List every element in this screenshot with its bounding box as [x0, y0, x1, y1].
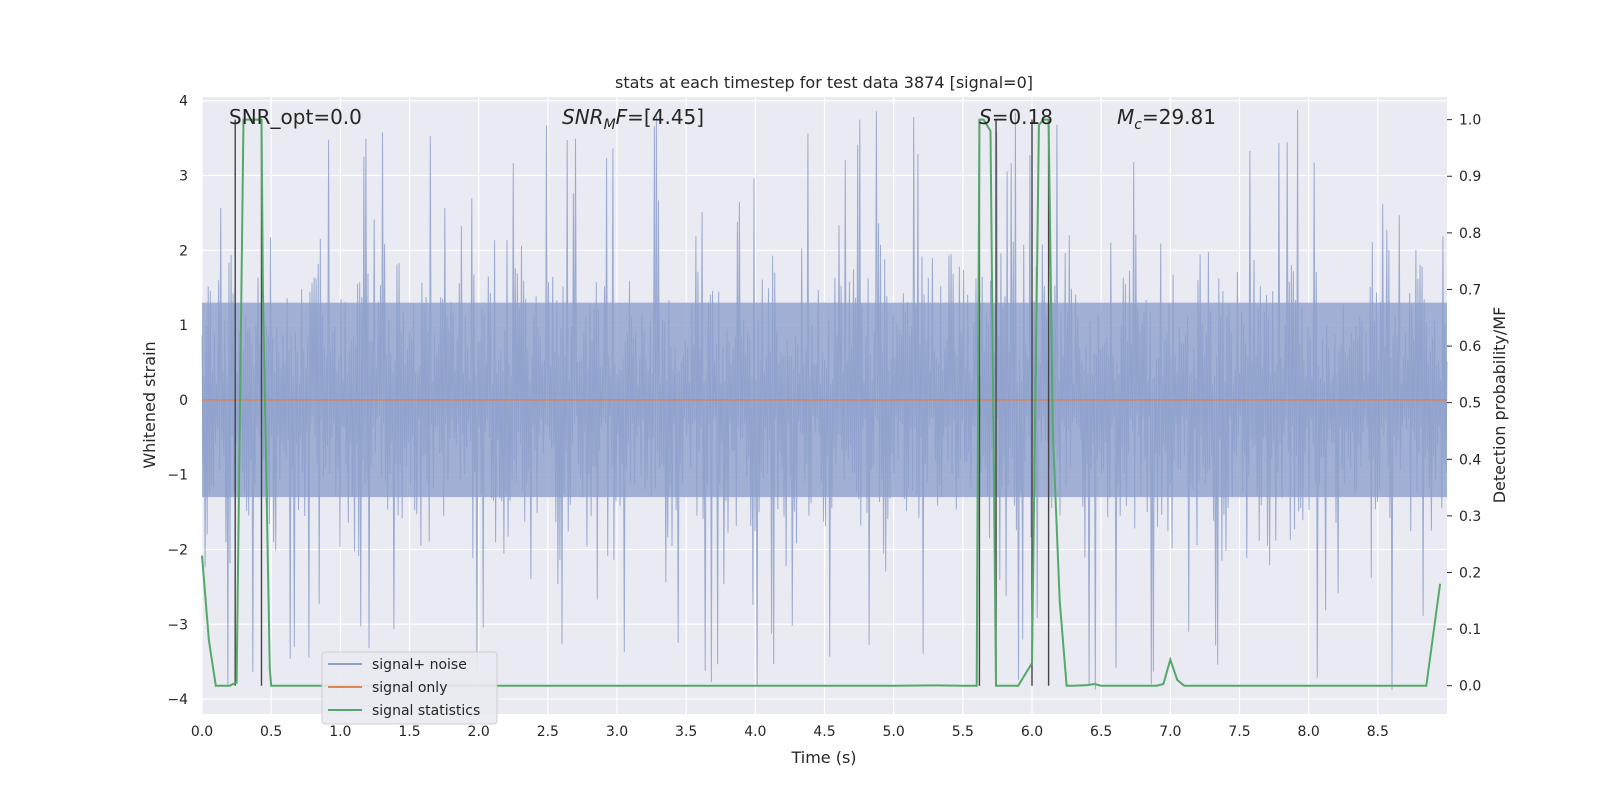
y2-tick-labels: 0.0 0.1 0.2 0.3 0.4 0.5 0.6 0.7 0.8 0.9 1.0: [1447, 113, 1481, 695]
y-tick-label: −4: [167, 692, 188, 708]
legend-label-signal-statistics: signal statistics: [372, 703, 480, 719]
signal-statistics-series: [201, 118, 1442, 687]
y-tick-label: −2: [167, 542, 188, 558]
chart-title: stats at each timestep for test data 387…: [615, 73, 1033, 92]
y-tick-labels: −4 −3 −2 −1 0 1 2 3 4: [167, 94, 188, 708]
legend-label-signal-only: signal only: [372, 680, 447, 696]
x-tick-label: 5.0: [883, 724, 905, 740]
x-tick-label: 6.5: [1090, 724, 1112, 740]
annotation-snr-mf: SNRMF=[4.45]: [562, 105, 704, 133]
x-tick-label: 4.0: [744, 724, 766, 740]
legend-box: [321, 651, 498, 725]
x-tick-label: 3.0: [606, 724, 628, 740]
y2-tick-label: 0.3: [1459, 509, 1481, 525]
x-tick-labels: 0.0 0.5 1.0 1.5 2.0 2.5 3.0 3.5 4.0 4.5 5.0 5.5 6.0 6…: [191, 724, 1389, 740]
y-tick-label: 0: [179, 393, 188, 409]
annotation-s: S=0.18: [979, 105, 1053, 129]
x-tick-label: 6.0: [1021, 724, 1043, 740]
signal-statistics-line: [201, 118, 1442, 687]
annotation-mc: Mc=29.81: [1117, 105, 1216, 133]
y2-tick-label: 0.8: [1459, 226, 1481, 242]
x-tick-label: 8.5: [1367, 724, 1389, 740]
x-tick-label: 1.5: [398, 724, 420, 740]
annotation-snr-opt: SNR_opt=0.0: [229, 105, 362, 129]
x-tick-label: 4.5: [813, 724, 835, 740]
y-tick-label: −3: [167, 617, 188, 633]
y-tick-label: 2: [179, 243, 188, 259]
noise-line: [201, 109, 1448, 690]
legend: signal+ noise signal only signal statist…: [321, 651, 498, 725]
y2-tick-label: 0.0: [1459, 679, 1481, 695]
y2-tick-label: 0.4: [1459, 452, 1481, 468]
x-tick-label: 0.5: [260, 724, 282, 740]
x-tick-label: 5.5: [952, 724, 974, 740]
x-tick-label: 7.5: [1228, 724, 1250, 740]
y2-tick-label: 0.9: [1459, 169, 1481, 185]
x-axis-label: Time (s): [790, 748, 856, 767]
x-tick-label: 2.0: [468, 724, 490, 740]
y2-axis-label: Detection probability/MF: [1490, 307, 1509, 504]
y2-tick-label: 0.7: [1459, 282, 1481, 298]
x-tick-label: 2.5: [537, 724, 559, 740]
x-tick-label: 1.0: [329, 724, 351, 740]
x-tick-label: 8.0: [1298, 724, 1320, 740]
y2-tick-label: 0.6: [1459, 339, 1481, 355]
x-tick-label: 7.0: [1159, 724, 1181, 740]
y2-tick-label: 0.2: [1459, 565, 1481, 581]
y-tick-label: 4: [179, 94, 188, 110]
y2-tick-label: 1.0: [1459, 113, 1481, 129]
y-tick-label: −1: [167, 468, 188, 484]
x-tick-label: 0.0: [191, 724, 213, 740]
x-tick-label: 3.5: [675, 724, 697, 740]
y-tick-label: 1: [179, 318, 188, 334]
y2-tick-label: 0.5: [1459, 396, 1481, 412]
y-tick-label: 3: [179, 169, 188, 185]
y-axis-label: Whitened strain: [140, 341, 159, 468]
legend-label-signal-noise: signal+ noise: [372, 657, 467, 673]
y2-tick-label: 0.1: [1459, 622, 1481, 638]
